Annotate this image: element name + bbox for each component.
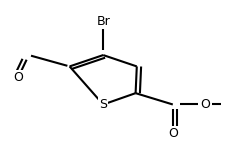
Text: O: O <box>200 98 210 111</box>
Text: Br: Br <box>96 15 110 28</box>
Text: O: O <box>13 71 23 84</box>
Text: O: O <box>168 127 178 140</box>
Text: S: S <box>99 98 107 111</box>
